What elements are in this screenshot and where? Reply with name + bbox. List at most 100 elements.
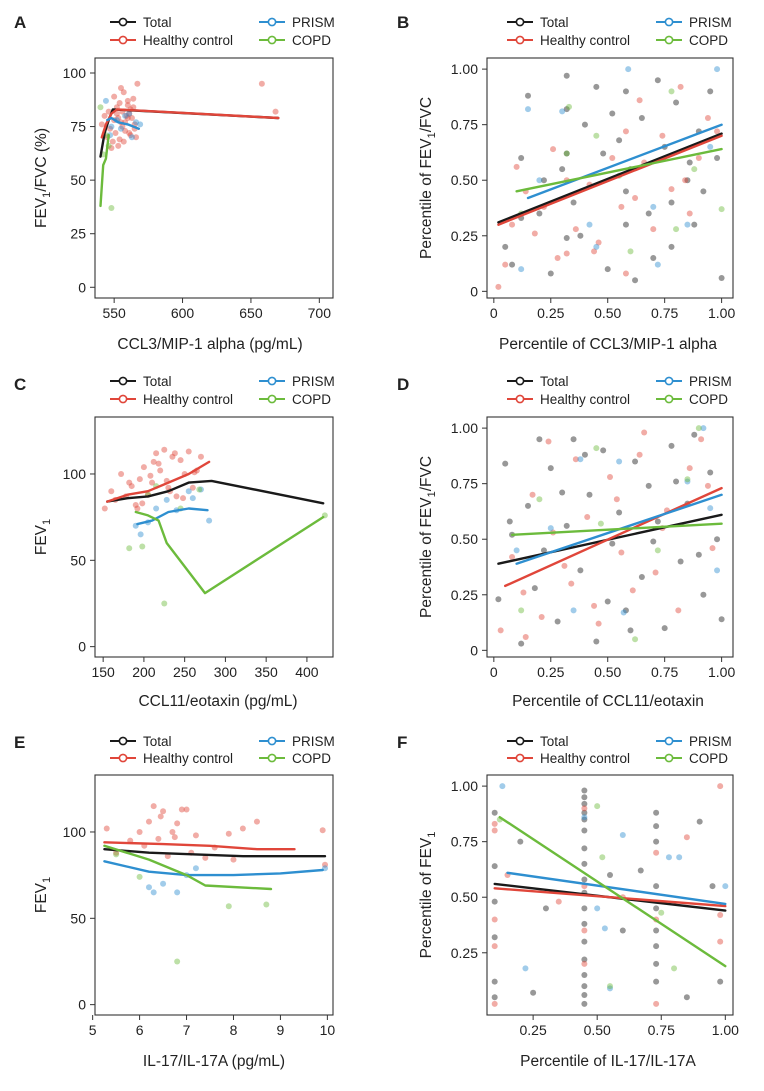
data-point-total <box>653 905 660 912</box>
data-point-healthy-control <box>120 138 127 145</box>
data-point-healthy-control <box>118 470 125 477</box>
data-point-total <box>581 956 588 963</box>
y-tick-label: 0.50 <box>451 889 478 905</box>
x-tick-label: 0.50 <box>584 1022 611 1038</box>
data-point-total <box>570 436 577 443</box>
legend-copd-marker <box>267 394 277 404</box>
data-point-total <box>668 442 675 449</box>
x-tick-label: 10 <box>320 1022 336 1038</box>
fit-line-healthy-control <box>100 108 280 139</box>
legend-healthy-label: Healthy control <box>143 392 233 407</box>
legend-prism-marker <box>267 17 277 27</box>
y-tick-label: 0.75 <box>451 117 478 133</box>
data-point-healthy-control <box>531 230 538 237</box>
data-point-healthy-control <box>714 128 721 135</box>
data-point-copd <box>632 636 639 643</box>
data-point-prism <box>126 110 133 117</box>
x-tick-label: 1.00 <box>708 664 735 680</box>
data-point-healthy-control <box>115 142 122 149</box>
y-tick-label: 0.75 <box>451 834 478 850</box>
legend-total-label: Total <box>143 374 172 389</box>
data-point-total <box>673 478 680 485</box>
data-point-total <box>707 469 714 476</box>
plot-frame <box>94 57 334 299</box>
panel-label-a: A <box>14 13 26 32</box>
data-point-total <box>654 518 661 525</box>
y-axis-label-d: Percentile of FEV1/FVC <box>418 456 438 618</box>
y-tick-label: 0 <box>470 642 478 658</box>
data-point-total <box>645 210 652 217</box>
data-point-total <box>559 166 566 173</box>
legend-copd-marker <box>664 394 674 404</box>
legend-copd-label: COPD <box>292 392 331 407</box>
x-axis-label-a: CCL3/MIP-1 alpha (pg/mL) <box>117 336 302 353</box>
fit-line-healthy-control <box>493 887 727 908</box>
legend-total-marker <box>118 376 128 386</box>
y-tick-label: 0.50 <box>451 531 478 547</box>
data-point-healthy-control <box>695 155 702 161</box>
data-point-copd <box>594 803 601 810</box>
data-point-total <box>525 92 531 99</box>
legend-prism-label: PRISM <box>689 374 732 389</box>
data-point-healthy-control <box>155 460 162 467</box>
data-point-healthy-control <box>145 818 152 825</box>
data-point-healthy-control <box>568 580 575 587</box>
plot-frame <box>94 416 334 658</box>
data-point-total <box>593 83 600 90</box>
data-point-total <box>632 277 639 284</box>
data-point-prism <box>122 112 129 119</box>
data-point-prism <box>137 121 144 128</box>
data-point-total <box>518 155 525 161</box>
data-point-healthy-control <box>591 248 598 255</box>
data-point-total <box>668 243 675 250</box>
data-point-healthy-control <box>126 479 133 486</box>
data-point-total <box>559 489 566 496</box>
legend-a: Total Healthy control PRISM COPD <box>110 15 335 48</box>
data-point-prism <box>174 889 181 896</box>
legend-healthy-label: Healthy control <box>143 33 233 48</box>
data-point-healthy-control <box>653 1000 660 1007</box>
legend-healthy-label: Healthy control <box>143 751 233 766</box>
data-point-total <box>586 491 593 498</box>
fit-line-total <box>497 132 723 224</box>
data-point-healthy-control <box>491 916 498 923</box>
data-point-total <box>691 221 698 228</box>
data-point-copd <box>668 88 675 95</box>
data-point-healthy-control <box>591 602 598 609</box>
data-point-healthy-control <box>111 93 118 100</box>
data-point-total <box>581 876 588 883</box>
legend-copd-marker <box>267 753 277 763</box>
data-point-healthy-control <box>169 828 176 835</box>
data-point-healthy-control <box>177 457 184 464</box>
data-point-prism <box>499 783 506 790</box>
data-point-healthy-control <box>717 783 724 790</box>
data-point-copd <box>691 166 698 173</box>
x-tick-label: 8 <box>230 1022 238 1038</box>
legend-total-label: Total <box>143 734 172 749</box>
data-point-total <box>686 159 693 166</box>
data-point-copd <box>673 226 680 233</box>
data-point-healthy-control <box>550 146 557 153</box>
data-point-total <box>517 838 524 845</box>
fit-line-total <box>105 479 325 505</box>
data-point-prism <box>518 266 525 273</box>
data-point-copd <box>593 132 600 139</box>
legend-f: Total Healthy control PRISM COPD <box>507 734 732 766</box>
data-point-healthy-control <box>495 283 502 290</box>
fit-line-healthy-control <box>105 460 211 503</box>
data-point-healthy-control <box>704 115 711 121</box>
x-tick-label: 0.25 <box>537 305 564 321</box>
fit-line-copd <box>510 522 723 536</box>
data-point-total <box>650 255 657 261</box>
y-tick-label: 0.50 <box>451 172 478 188</box>
fit-line-prism <box>526 123 723 200</box>
data-point-prism <box>714 66 721 73</box>
data-point-healthy-control <box>659 132 666 139</box>
legend-copd-marker <box>664 753 674 763</box>
data-point-total <box>554 618 561 625</box>
legend-healthy-marker <box>118 753 128 763</box>
data-point-copd <box>518 607 525 614</box>
data-point-copd <box>671 965 678 972</box>
legend-healthy-marker <box>515 753 525 763</box>
data-point-total <box>581 800 588 807</box>
